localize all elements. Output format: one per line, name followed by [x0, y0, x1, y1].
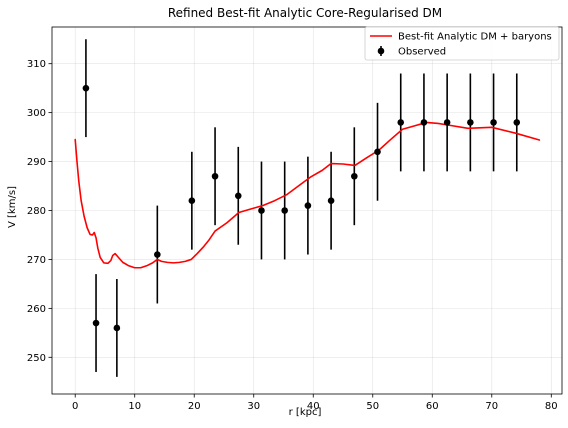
y-tick-label: 310	[27, 59, 46, 70]
observed-point	[513, 119, 521, 126]
legend-model-label: Best-fit Analytic DM + baryons	[398, 32, 552, 43]
observed-point	[154, 251, 161, 258]
y-tick-label: 280	[27, 206, 46, 217]
observed-point	[188, 197, 196, 205]
observed-point	[351, 172, 358, 180]
y-tick-label: 250	[27, 353, 46, 364]
legend-observed-marker	[377, 47, 385, 55]
legend-observed-label: Observed	[398, 47, 446, 58]
y-tick-label: 300	[27, 108, 46, 119]
observed-point	[258, 207, 265, 214]
observed-point	[113, 324, 121, 332]
x-tick-label: 50	[366, 401, 379, 412]
legend-box	[364, 26, 560, 61]
model-curve-line	[74, 121, 541, 269]
observed-point	[92, 319, 100, 327]
y-tick-label: 270	[27, 255, 46, 266]
y-axis-label: V [km/s]	[7, 186, 18, 228]
observed-point	[281, 207, 288, 214]
observed-point	[327, 197, 335, 205]
observed-point	[211, 172, 219, 180]
x-tick-label: 40	[307, 401, 320, 412]
observed-point	[397, 119, 405, 126]
observed-point	[374, 148, 381, 156]
x-tick-label: 20	[188, 401, 201, 412]
x-tick-label: 0	[72, 401, 78, 412]
x-tick-label: 70	[485, 401, 498, 412]
observed-point	[82, 84, 90, 92]
tick-layer: 0 10 20 30 40 50 60 70 80 250 260 270 280 290 300 310	[27, 59, 558, 412]
x-tick-label: 30	[247, 401, 260, 412]
x-axis-label: r [kpc]	[289, 407, 322, 418]
y-tick-label: 290	[27, 157, 46, 168]
observed-point	[443, 119, 451, 126]
grid-layer	[52, 27, 562, 394]
chart-title: Refined Best-fit Analytic Core-Regularis…	[168, 6, 442, 20]
data-layer	[74, 39, 541, 377]
x-tick-label: 60	[426, 401, 439, 412]
observed-point	[420, 119, 428, 126]
x-tick-label: 10	[128, 401, 141, 412]
observed-point	[467, 119, 474, 126]
legend: Best-fit Analytic DM + baryons Observed	[364, 26, 560, 61]
observed-point	[490, 119, 497, 126]
y-tick-label: 260	[27, 304, 46, 315]
observed-point	[234, 192, 242, 200]
observed-point	[304, 202, 312, 209]
x-tick-label: 80	[545, 401, 558, 412]
